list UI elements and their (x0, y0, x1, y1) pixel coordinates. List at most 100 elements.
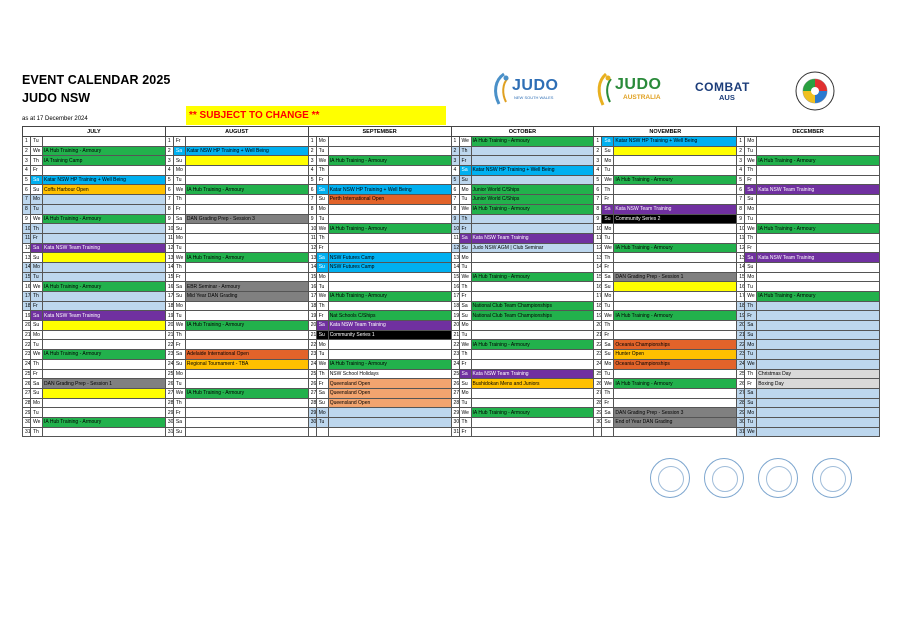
weekday: Mo (458, 184, 472, 196)
weekday: Mo (315, 271, 329, 283)
weekday: Mo (458, 320, 472, 331)
weekday: Mo (315, 407, 329, 418)
day-number: 25 (450, 368, 460, 380)
day-number: 24 (593, 358, 603, 370)
weekday: Su (172, 223, 186, 234)
event-cell: EBR Seminar - Armoury (184, 281, 309, 292)
event-cell (327, 339, 452, 351)
day-number: 28 (22, 397, 31, 409)
day-number: 9 (736, 213, 746, 225)
weekday: Mo (458, 387, 472, 399)
judo-australia-subtext: AUSTRALIA (623, 94, 661, 101)
weekday: Fr (172, 203, 186, 215)
weekday: Tu (172, 242, 186, 254)
event-cell (756, 136, 881, 147)
day-number: 11 (593, 232, 603, 244)
weekday: Sa (601, 407, 615, 418)
day-number: 5 (22, 174, 31, 186)
weekday: Th (744, 165, 758, 176)
day-number: 27 (164, 387, 174, 399)
event-cell (613, 194, 738, 205)
event-cell (327, 213, 452, 225)
event-cell (42, 397, 166, 409)
weekday: Th (601, 387, 615, 399)
weekday: Tu (315, 349, 329, 360)
weekday: Su (601, 416, 615, 428)
event-cell (42, 223, 166, 234)
event-cell (470, 174, 595, 186)
weekday: Fr (172, 136, 186, 147)
day-number: 18 (450, 300, 460, 312)
event-cell (327, 174, 452, 186)
weekday: Sa (30, 242, 43, 254)
weekday: Tu (30, 203, 43, 215)
weekday: Tu (30, 339, 43, 351)
day-number: 30 (164, 416, 174, 428)
event-calendar-table: JULY AUGUST SEPTEMBER OCTOBER NOVEMBER DECEMB… (22, 126, 881, 438)
event-cell: Queensland Open (327, 378, 452, 389)
weekday: Sa (458, 165, 472, 176)
day-number: 6 (736, 184, 746, 196)
event-cell: Queensland Open (327, 397, 452, 409)
event-cell: Kata NSW Team Training (42, 310, 166, 322)
day-number: 15 (22, 271, 31, 283)
event-cell: DAN Grading Prep - Session 1 (42, 378, 166, 389)
weekday: Th (172, 329, 186, 341)
day-number: 13 (22, 252, 31, 263)
event-cell: Katar NSW HP Training + Well Being (470, 165, 595, 176)
day-number: 18 (307, 300, 317, 312)
day-number: 25 (307, 368, 317, 380)
day-number: 5 (450, 174, 460, 186)
weekday: Fr (172, 407, 186, 418)
weekday: Tu (458, 261, 472, 273)
weekday: Tu (30, 271, 43, 283)
weekday: Fr (601, 397, 615, 409)
weekday: Tu (744, 213, 758, 225)
page-subtitle: JUDO NSW (22, 91, 91, 105)
day-number: 26 (22, 378, 31, 389)
table-row: 18 Fr 18 Mo 18 Th 18 Sa National Club Team Champ… (22, 300, 881, 312)
day-number: 8 (736, 203, 746, 215)
day-number: 6 (22, 184, 31, 196)
day-number: 13 (164, 252, 174, 263)
event-cell (613, 397, 738, 409)
table-row: 6 Su Coffs Harbour Open 6 We IA Hub Training … (22, 184, 881, 196)
weekday: We (744, 223, 758, 234)
event-cell (327, 145, 452, 157)
table-row: 27 Su 27 We IA Hub Training - Armoury 27 Sa Que… (22, 387, 881, 399)
day-number: 2 (593, 145, 603, 157)
weekday: Mo (30, 194, 43, 205)
day-number: 20 (164, 320, 174, 331)
event-cell (42, 368, 166, 380)
day-number: 23 (164, 349, 174, 360)
event-cell: DAN Grading Prep - Session 3 (613, 407, 738, 418)
weekday: Fr (458, 223, 472, 234)
day-number: 15 (164, 271, 174, 283)
judo-australia-logo: JUDO AUSTRALIA (593, 72, 673, 110)
day-number: 5 (307, 174, 317, 186)
weekday: Mo (744, 203, 758, 215)
day-number: 17 (450, 291, 460, 302)
event-cell: Oceania Championships (613, 358, 738, 370)
day-number: 21 (450, 329, 460, 341)
weekday: Sa (744, 184, 758, 196)
weekday: Mo (172, 368, 186, 380)
day-number: 30 (736, 416, 746, 428)
seal-icon (704, 458, 744, 498)
event-cell (756, 349, 881, 360)
day-number: 21 (164, 329, 174, 341)
day-number: 19 (736, 310, 746, 322)
ijf-logo (794, 70, 836, 112)
weekday: Th (315, 232, 329, 244)
day-number (307, 426, 317, 438)
event-cell (184, 426, 309, 438)
day-number: 23 (593, 349, 603, 360)
seal-icon (812, 458, 852, 498)
day-number: 26 (164, 378, 174, 389)
weekday: Sa (172, 281, 186, 292)
day-number: 20 (736, 320, 746, 331)
event-cell (756, 174, 881, 186)
event-cell (470, 397, 595, 409)
weekday: Fr (458, 291, 472, 302)
weekday: Tu (172, 174, 186, 186)
